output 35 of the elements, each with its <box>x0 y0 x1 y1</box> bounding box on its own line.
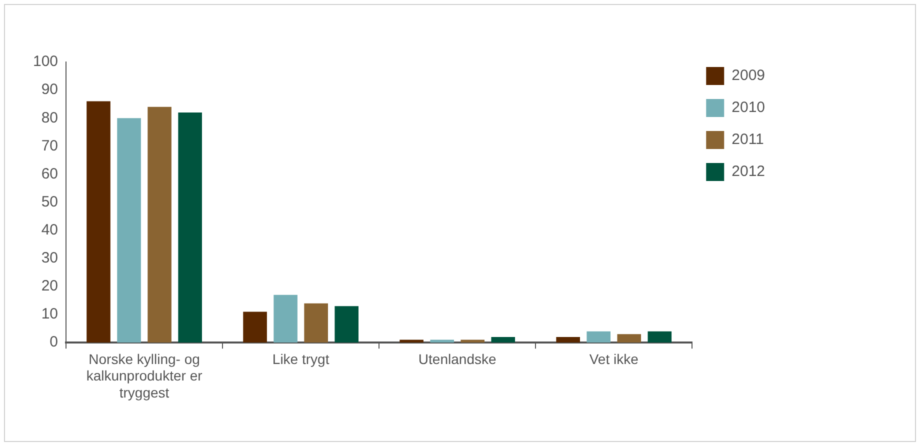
bar <box>586 331 611 343</box>
bar <box>400 340 424 343</box>
bar <box>556 336 580 343</box>
bar <box>274 294 298 343</box>
y-tick-label: 40 <box>41 222 58 238</box>
legend-label: 2012 <box>732 163 766 180</box>
y-tick-label: 0 <box>50 334 58 351</box>
y-tick-label: 90 <box>41 81 58 98</box>
x-tick-label: Vet ikke <box>589 350 639 367</box>
bar <box>178 112 202 343</box>
y-tick-label: 50 <box>41 193 58 210</box>
legend-label: 2009 <box>732 67 766 84</box>
bar <box>334 306 359 343</box>
x-tick-label: Utenlandske <box>418 350 496 367</box>
x-tick-label: Like trygt <box>272 350 330 367</box>
bar <box>460 340 485 343</box>
y-tick-label: 100 <box>32 53 58 70</box>
bar <box>430 340 454 343</box>
bar <box>648 331 672 343</box>
bar <box>148 106 172 343</box>
bar <box>243 312 267 343</box>
y-tick-label: 60 <box>41 165 58 182</box>
x-tick-label: Norske kylling- og kalkunprodukter er tryggest <box>86 350 203 400</box>
y-tick-label: 10 <box>41 306 58 323</box>
legend-label: 2010 <box>732 99 766 116</box>
bar <box>86 101 110 343</box>
y-tick-label: 70 <box>41 137 58 154</box>
legend-label: 2011 <box>732 131 764 148</box>
y-tick-label: 30 <box>41 250 58 267</box>
bar <box>491 336 516 343</box>
bar <box>617 334 642 343</box>
bar <box>117 118 141 343</box>
bar <box>304 303 328 343</box>
y-tick-label: 20 <box>41 278 58 295</box>
y-tick-label: 80 <box>41 109 58 126</box>
